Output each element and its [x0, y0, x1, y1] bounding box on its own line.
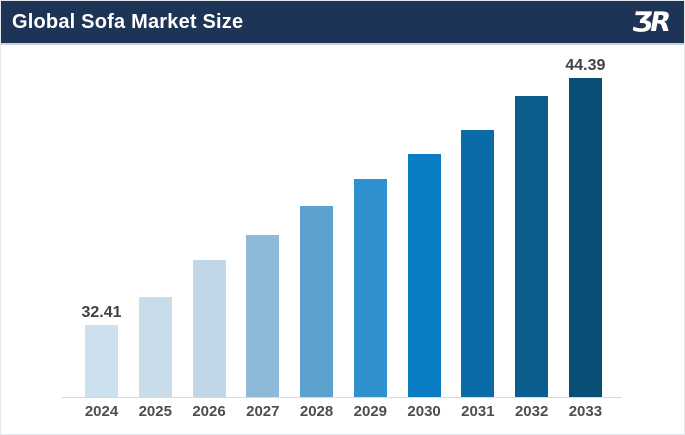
bar-2028	[300, 206, 334, 397]
x-tick-label: 2027	[246, 403, 280, 420]
bar-column: 2029	[353, 179, 387, 420]
brand-logo-icon: ƷR	[629, 6, 671, 38]
bar-column: 2030	[407, 154, 441, 420]
x-tick-label: 2026	[192, 403, 226, 420]
bar-2029	[353, 179, 387, 397]
bar-2033	[568, 78, 602, 397]
x-tick-label: 2029	[353, 403, 388, 420]
header: Global Sofa Market Size ƷR	[1, 1, 684, 45]
bar-column: 2026	[192, 260, 226, 420]
bar-2026	[192, 260, 226, 397]
bar-2025	[138, 297, 172, 397]
x-tick-label: 2024	[84, 403, 119, 420]
bar-column: 44.39 2033	[565, 57, 605, 420]
bar-2031	[461, 130, 495, 397]
bar-2032	[515, 96, 549, 397]
bar-2024	[85, 325, 118, 397]
x-tick-label: 2028	[299, 403, 334, 420]
bar-column: 2027	[246, 235, 280, 420]
page-title: Global Sofa Market Size	[12, 10, 244, 33]
x-tick-label: 2033	[568, 403, 603, 420]
x-axis-line	[62, 397, 622, 398]
bar-column: 2032	[515, 96, 549, 420]
bar-column: 2025	[138, 297, 172, 420]
x-tick-label: 2032	[514, 403, 549, 420]
bar-chart: 32.41 2024 2025 2026 2027 2028 2029 2030 2031 203…	[1, 45, 684, 434]
bar-2027	[246, 235, 280, 397]
plot-area: 32.41 2024 2025 2026 2027 2028 2029 2030 2031 203…	[81, 45, 605, 420]
bar-2030	[407, 154, 441, 397]
data-label: 32.41	[81, 304, 122, 321]
bar-column: 32.41 2024	[81, 304, 121, 420]
x-tick-label: 2030	[407, 403, 441, 420]
data-label: 44.39	[565, 57, 606, 74]
bar-column: 2028	[300, 206, 334, 420]
x-tick-label: 2025	[138, 403, 172, 420]
x-tick-label: 2031	[461, 403, 495, 420]
bar-column: 2031	[461, 130, 495, 420]
